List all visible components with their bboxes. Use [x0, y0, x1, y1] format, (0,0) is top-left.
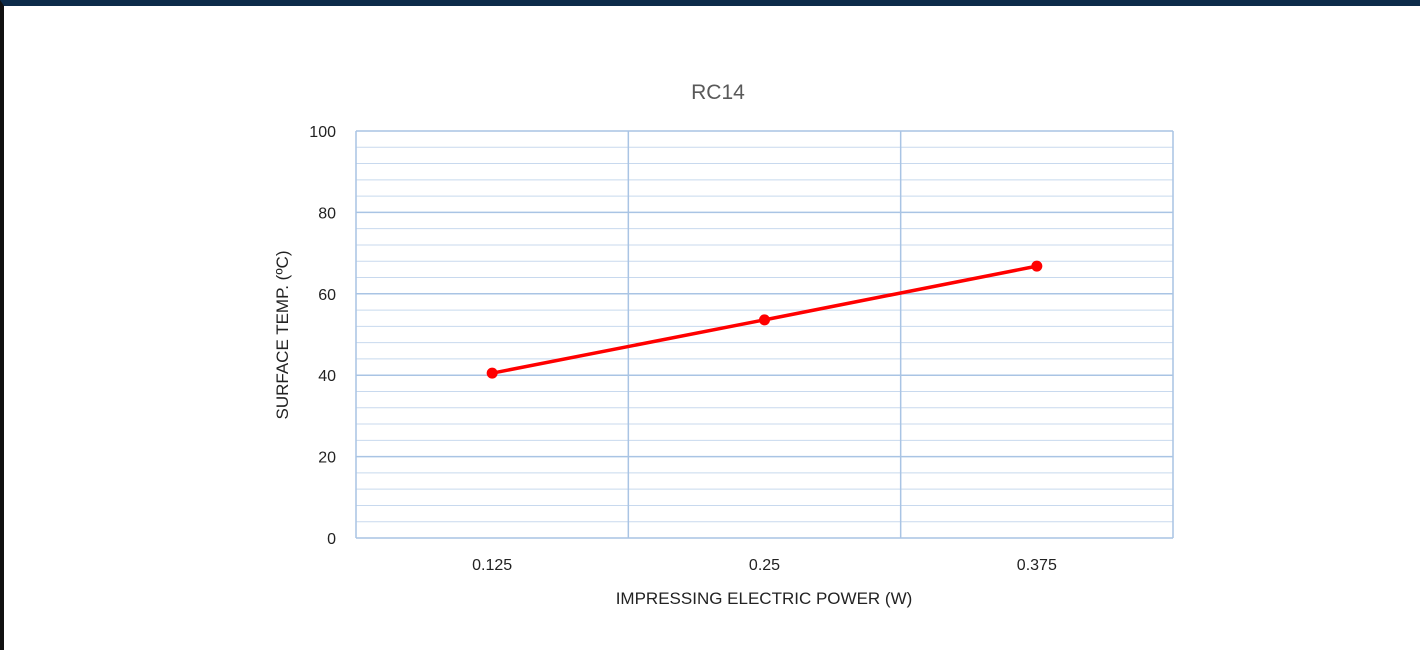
- x-tick-label: 0.125: [472, 557, 512, 574]
- y-axis-label: SURFACE TEMP. (ºC): [273, 251, 292, 420]
- y-tick-label: 60: [318, 287, 336, 304]
- data-point: [759, 314, 770, 326]
- x-axis-ticks: 0.125 0.25 0.375: [472, 557, 1057, 574]
- x-tick-label: 0.375: [1017, 557, 1057, 574]
- line-chart: RC14 0 20 40 60 80 100 0.125 0.25 0.375 IMPRESS…: [273, 81, 1174, 608]
- data-point: [486, 367, 498, 379]
- chart-title: RC14: [691, 81, 745, 104]
- y-axis-ticks: 0 20 40 60 80 100: [309, 124, 336, 548]
- chart-gridlines: [355, 130, 1174, 539]
- x-axis-label: IMPRESSING ELECTRIC POWER (W): [616, 589, 913, 608]
- y-tick-label: 100: [309, 124, 336, 141]
- chart-series-layer: [486, 260, 1043, 379]
- y-tick-label: 80: [318, 205, 336, 222]
- y-tick-label: 40: [318, 368, 336, 385]
- x-tick-label: 0.25: [749, 557, 780, 574]
- data-point: [1031, 260, 1043, 272]
- y-tick-label: 20: [318, 450, 336, 467]
- y-tick-label: 0: [327, 531, 336, 548]
